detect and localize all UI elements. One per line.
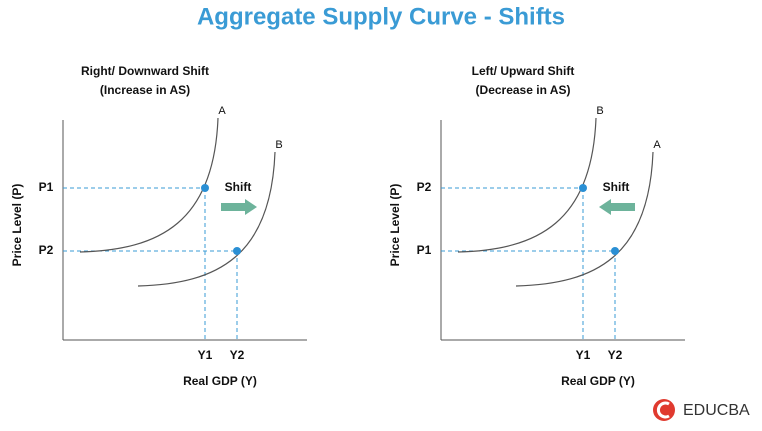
y-tick-label: P1 [417,243,432,257]
x-tick-label: Y2 [608,348,623,362]
logo-text: EDUCBA [683,402,750,419]
equilibrium-point [201,184,209,192]
curve-label: A [218,105,226,117]
x-tick-label: Y1 [198,348,213,362]
y-tick-label: P2 [39,243,54,257]
supply-curve [515,151,654,287]
curve-label: B [275,139,282,151]
equilibrium-point [579,184,587,192]
panel-heading: Left/ Upward Shift [472,64,575,78]
title: Aggregate Supply Curve - Shifts [197,3,565,30]
y-axis-label: Price Level (P) [388,184,402,267]
y-tick-label: P1 [39,180,54,194]
arrow-label: Shift [225,180,252,194]
logo-mark [656,401,670,419]
supply-curve [79,117,219,253]
x-tick-label: Y2 [230,348,245,362]
panel-heading: Right/ Downward Shift [81,64,209,78]
shift-arrow [221,199,257,215]
y-tick-label: P2 [417,180,432,194]
logo: EDUCBA [653,399,750,421]
curve-label: B [596,105,603,117]
equilibrium-point [233,247,241,255]
equilibrium-point [611,247,619,255]
y-axis-label: Price Level (P) [10,184,24,267]
panel-heading: (Increase in AS) [100,83,190,97]
supply-curve [137,151,276,287]
x-tick-label: Y1 [576,348,591,362]
x-axis-label: Real GDP (Y) [183,374,257,388]
logo-icon [653,399,675,421]
curve-label: A [653,139,661,151]
shift-arrow [599,199,635,215]
x-axis-label: Real GDP (Y) [561,374,635,388]
panel-heading: (Decrease in AS) [476,83,571,97]
supply-curve [457,117,597,253]
arrow-label: Shift [603,180,630,194]
